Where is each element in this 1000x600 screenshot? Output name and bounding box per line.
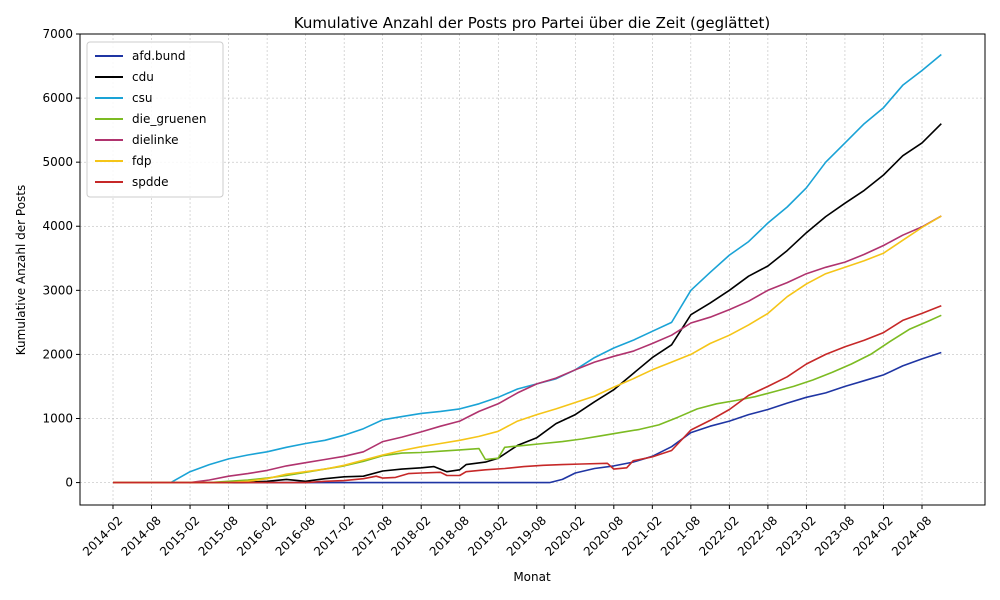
y-tick-label: 1000: [42, 411, 73, 425]
series-line-cdu: [113, 123, 942, 484]
legend: afd.bund cdu csu die_gruenen dielinke fdp spdd…: [86, 41, 224, 198]
legend-entry: csu: [132, 91, 152, 105]
y-axis-ticks: 0 1000 2000 3000 4000 5000 6000 7000: [42, 27, 80, 490]
legend-entry: dielinke: [132, 133, 179, 147]
y-tick-label: 5000: [42, 155, 73, 169]
chart-title: Kumulative Anzahl der Posts pro Partei ü…: [294, 14, 770, 32]
y-tick-label: 6000: [42, 91, 73, 105]
x-tick-label: 2015-08: [196, 513, 241, 558]
series-line-afd-bund: [113, 351, 942, 484]
x-tick-label: 2017-02: [311, 513, 356, 558]
series-line-fdp: [113, 215, 942, 484]
plot-frame: [79, 33, 986, 506]
x-tick-label: 2019-02: [465, 513, 510, 558]
x-axis-ticks: 2014-022014-082015-022015-082016-022016-…: [80, 505, 934, 559]
x-tick-label: 2019-08: [504, 513, 549, 558]
x-tick-label: 2024-08: [889, 513, 934, 558]
x-tick-label: 2016-02: [234, 513, 279, 558]
y-tick-label: 7000: [42, 27, 73, 41]
legend-entry: spdde: [132, 175, 169, 189]
x-tick-label: 2023-08: [812, 513, 857, 558]
x-tick-label: 2022-02: [696, 513, 741, 558]
series-lines: [113, 53, 942, 484]
x-tick-label: 2022-08: [735, 513, 780, 558]
legend-entry: afd.bund: [132, 49, 185, 63]
x-tick-label: 2020-08: [581, 513, 626, 558]
x-axis-title: Monat: [513, 570, 551, 584]
x-tick-label: 2024-02: [850, 513, 895, 558]
legend-box: [86, 41, 224, 198]
legend-entry: fdp: [132, 154, 151, 168]
y-tick-label: 3000: [42, 283, 73, 297]
y-tick-label: 2000: [42, 347, 73, 361]
legend-entry: cdu: [132, 70, 154, 84]
x-tick-label: 2014-02: [80, 513, 125, 558]
x-tick-label: 2021-08: [658, 513, 703, 558]
x-tick-label: 2021-02: [619, 513, 664, 558]
x-tick-label: 2017-08: [350, 513, 395, 558]
x-tick-label: 2018-08: [427, 513, 472, 558]
x-tick-label: 2016-08: [273, 513, 318, 558]
y-tick-label: 4000: [42, 219, 73, 233]
series-line-dielinke: [113, 215, 942, 484]
series-line-spdde: [113, 304, 942, 484]
x-tick-label: 2023-02: [773, 513, 818, 558]
x-tick-label: 2014-08: [119, 513, 164, 558]
x-tick-label: 2015-02: [157, 513, 202, 558]
y-axis-title: Kumulative Anzahl der Posts: [14, 185, 28, 356]
legend-entry: die_gruenen: [132, 112, 206, 126]
x-tick-label: 2020-02: [542, 513, 587, 558]
y-tick-label: 0: [65, 476, 73, 490]
x-tick-label: 2018-02: [388, 513, 433, 558]
